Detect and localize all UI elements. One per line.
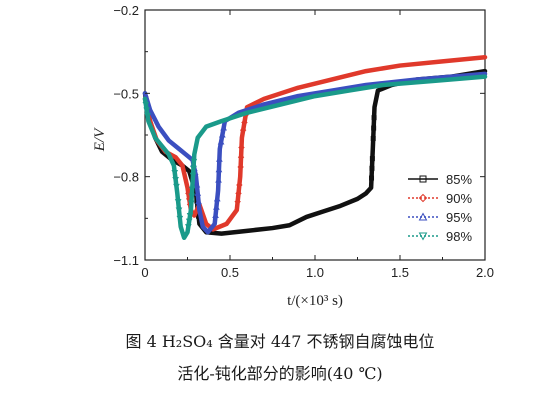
y-tick-label: −0.8 (113, 170, 139, 185)
ticks-layer: 0 0.5 1.0 1.5 2.0 −0.2 −0.5 −0.8 −1.1 (113, 3, 494, 280)
y-axis-title: E/V (92, 127, 108, 152)
figure-caption-line1: 图 4 H₂SO₄ 含量对 447 不锈钢自腐蚀电位 (125, 332, 435, 351)
data-point (213, 203, 220, 210)
data-point (371, 125, 377, 131)
plot-frame (144, 9, 486, 261)
series-line (142, 68, 488, 236)
data-point (369, 165, 375, 171)
data-point (188, 193, 196, 200)
data-point (217, 138, 225, 145)
data-point (188, 186, 196, 193)
data-point (172, 176, 179, 183)
data-point (237, 154, 245, 161)
data-point (237, 163, 244, 171)
legend-marker (418, 212, 428, 221)
data-point (215, 166, 223, 173)
data-point (185, 218, 193, 225)
x-tick-label: 1.5 (391, 265, 409, 280)
data-point (369, 175, 375, 181)
data-point (189, 172, 197, 179)
data-point (175, 207, 183, 214)
data-point (190, 165, 197, 172)
data-point (212, 212, 219, 219)
data-point (195, 198, 202, 205)
data-point (216, 155, 223, 162)
data-point (143, 107, 151, 114)
x-axis-title: t/(×10³ s) (287, 293, 343, 309)
y-tick-label: −0.5 (113, 86, 139, 101)
figure-caption-line2: 活化-钝化部分的影响(40 ℃) (177, 364, 383, 383)
legend-label: 85% (446, 172, 472, 187)
data-point (171, 170, 179, 177)
legend-label: 90% (446, 191, 472, 206)
data-point (213, 195, 221, 202)
data-point (215, 176, 222, 183)
data-point (236, 181, 243, 189)
series-line (142, 71, 488, 235)
x-tick-label: 2.0 (476, 265, 494, 280)
data-point (238, 144, 245, 151)
legend-marker (418, 193, 428, 203)
series-layer (142, 54, 488, 241)
legend-marker (418, 232, 428, 241)
data-point (187, 200, 195, 207)
data-point (219, 131, 226, 138)
legend-label: 95% (446, 210, 472, 225)
data-point (193, 181, 201, 188)
data-point (371, 115, 377, 121)
data-point (185, 224, 192, 231)
legend: 85% 90% 95% 98% (408, 172, 472, 244)
legend-marker (419, 175, 427, 183)
chart: 0 0.5 1.0 1.5 2.0 −0.2 −0.5 −0.8 −1.1 E/V t/(×10… (92, 3, 494, 309)
data-point (144, 113, 151, 120)
data-point (194, 189, 202, 196)
y-tick-label: −1.1 (113, 253, 139, 268)
y-tick-label: −0.2 (113, 3, 139, 18)
data-point (176, 215, 184, 222)
x-tick-label: 0 (141, 265, 148, 280)
data-point (173, 183, 180, 190)
series-3 (142, 74, 488, 241)
data-point (241, 119, 248, 126)
x-tick-label: 1.0 (306, 265, 324, 280)
data-point (220, 124, 227, 131)
data-point (369, 156, 375, 162)
data-point (174, 199, 182, 206)
x-tick-label: 0.5 (221, 265, 239, 280)
series-0 (142, 68, 488, 236)
data-point (239, 126, 247, 134)
series-line (142, 74, 488, 241)
data-point (234, 198, 241, 205)
data-point (190, 158, 198, 165)
legend-label: 98% (446, 229, 472, 244)
data-point (186, 213, 194, 220)
series-line (142, 54, 488, 232)
data-point (235, 190, 242, 197)
data-point (142, 101, 150, 108)
data-point (370, 135, 376, 141)
